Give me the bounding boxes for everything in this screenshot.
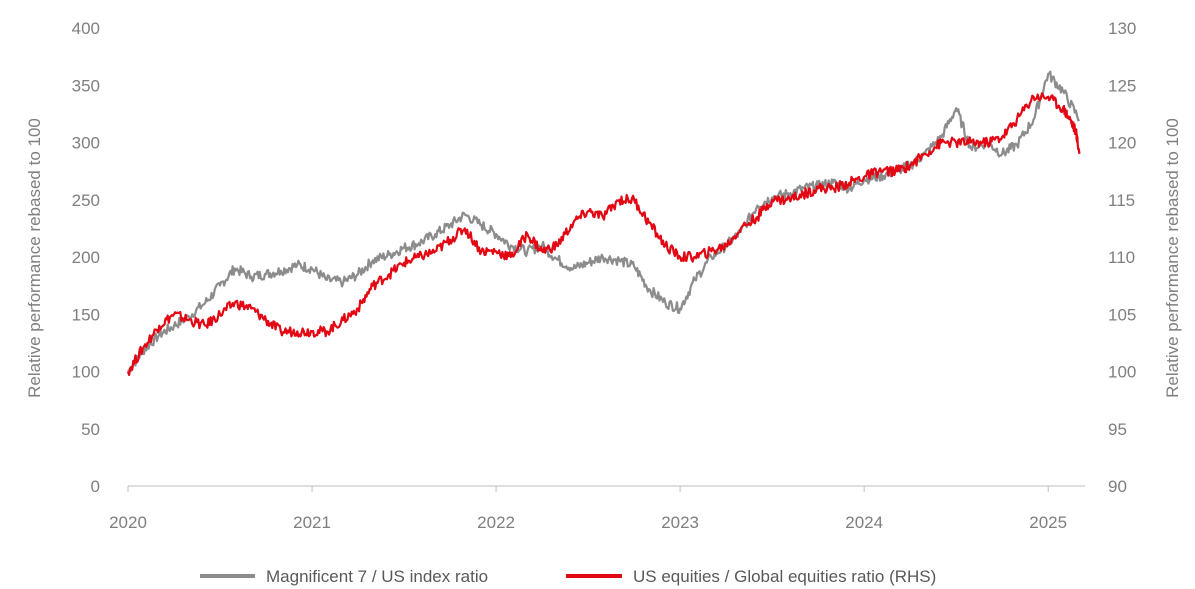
legend-label-mag7: Magnificent 7 / US index ratio (266, 567, 488, 586)
y-axis-left-title: Relative performance rebased to 100 (25, 118, 44, 398)
x-tick-label: 2024 (845, 513, 883, 532)
x-tick-label: 2021 (293, 513, 331, 532)
y-left-tick-label: 300 (72, 134, 100, 153)
x-tick-label: 2022 (477, 513, 515, 532)
tick-labels-group: 0 50 100 150 200 250 300 350 400 90 95 100 105 110 115… (72, 19, 1137, 532)
y-right-tick-label: 115 (1108, 191, 1135, 210)
x-tick-label: 2023 (661, 513, 699, 532)
x-tick-label: 2025 (1029, 513, 1067, 532)
y-left-tick-label: 250 (72, 191, 100, 210)
legend: Magnificent 7 / US index ratio US equiti… (200, 567, 936, 586)
y-left-tick-label: 200 (72, 248, 100, 267)
y-right-tick-label: 110 (1108, 248, 1135, 267)
y-left-tick-label: 350 (72, 76, 100, 95)
axes-group (127, 485, 1085, 492)
series-line-1 (126, 92, 1081, 376)
y-right-tick-label: 105 (1108, 305, 1136, 324)
y-left-tick-label: 50 (81, 420, 100, 439)
y-right-tick-label: 130 (1108, 19, 1136, 38)
series-line-0 (127, 70, 1081, 373)
y-right-tick-label: 90 (1108, 477, 1127, 496)
y-right-tick-label: 125 (1108, 76, 1136, 95)
y-left-tick-label: 0 (91, 477, 100, 496)
legend-label-us-global: US equities / Global equities ratio (RHS… (633, 567, 936, 586)
y-right-tick-label: 120 (1108, 134, 1136, 153)
y-right-tick-label: 100 (1108, 363, 1136, 382)
series-group (126, 70, 1081, 376)
y-axis-right-title: Relative performance rebased to 100 (1163, 118, 1182, 398)
x-tick-label: 2020 (109, 513, 147, 532)
y-right-tick-label: 95 (1108, 420, 1127, 439)
y-left-tick-label: 100 (72, 363, 100, 382)
y-left-tick-label: 150 (72, 305, 100, 324)
y-left-tick-label: 400 (72, 19, 100, 38)
